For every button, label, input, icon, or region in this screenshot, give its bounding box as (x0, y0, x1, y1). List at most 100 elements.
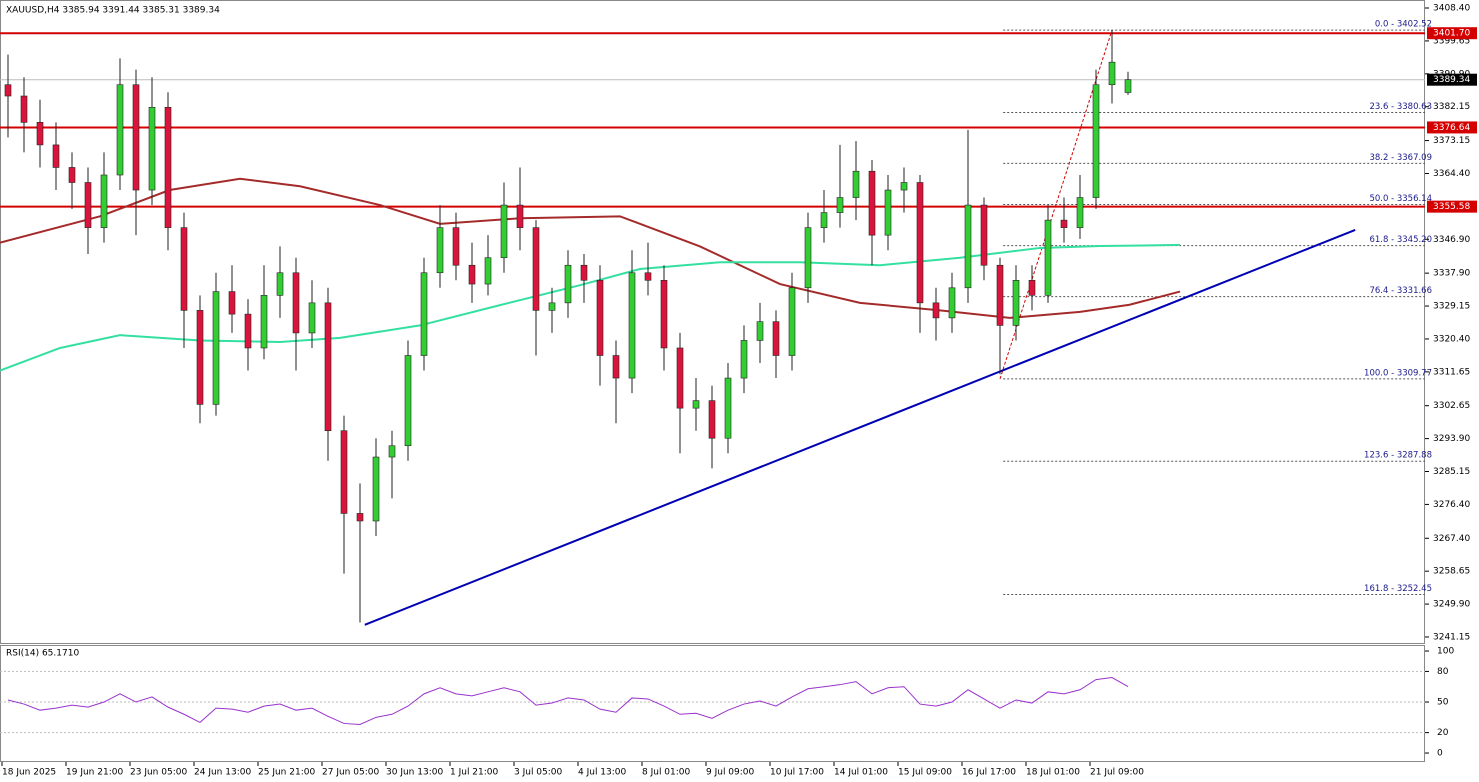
trendline (364, 228, 1356, 626)
candle-body (260, 295, 268, 349)
x-tick-label: 16 Jul 17:00 (962, 768, 1016, 778)
x-tick-label: 3 Jul 05:00 (514, 768, 563, 778)
candle-body (212, 291, 220, 405)
x-tick-label: 25 Jun 21:00 (258, 768, 315, 778)
candle-body (132, 84, 140, 191)
candle-body (644, 272, 652, 281)
x-tick-label: 9 Jul 09:00 (706, 768, 755, 778)
fib-label: 0.0 - 3402.52 (1375, 20, 1432, 30)
y-tick-label: 3373.15 (1433, 136, 1470, 146)
candle-body (372, 456, 380, 522)
candle-body (4, 84, 12, 97)
y-tick-label: 3337.90 (1433, 269, 1470, 279)
candle-body (180, 227, 188, 311)
candle-body (884, 189, 892, 236)
y-tick-label: 3320.40 (1433, 334, 1470, 344)
level-label: 3401.70 (1433, 29, 1470, 39)
candle-body (708, 400, 716, 439)
candle-body (820, 212, 828, 228)
candle-body (836, 197, 844, 213)
candle-body (36, 122, 44, 146)
x-tick-label: 23 Jun 05:00 (130, 768, 187, 778)
x-tick-label: 15 Jul 09:00 (898, 768, 952, 778)
fib-label: 100.0 - 3309.77 (1364, 368, 1432, 378)
y-tick-label: 3258.65 (1433, 567, 1470, 577)
rsi-tick-label: 20 (1437, 728, 1449, 738)
level-label: 3376.64 (1433, 123, 1470, 133)
candle-body (484, 257, 492, 285)
candle-body (916, 182, 924, 304)
candle-body (900, 182, 908, 191)
candle-body (20, 95, 28, 123)
candle-body (52, 144, 60, 168)
candle-body (772, 321, 780, 356)
candle-body (692, 400, 700, 409)
candle-body (852, 170, 860, 198)
candle-body (660, 279, 668, 349)
candle-body (84, 182, 92, 228)
candle-body (516, 204, 524, 228)
candle-body (964, 204, 972, 289)
x-tick-label: 8 Jul 01:00 (642, 768, 691, 778)
fib-label: 50.0 - 3356.14 (1369, 194, 1432, 204)
candle-body (324, 302, 332, 432)
candle-body (420, 272, 428, 356)
candle-body (1124, 79, 1132, 93)
candle-body (932, 302, 940, 319)
candle-body (276, 272, 284, 296)
y-tick-label: 3241.15 (1433, 632, 1470, 642)
y-tick-label: 3276.40 (1433, 500, 1470, 510)
candle-body (580, 264, 588, 281)
fib-label: 38.2 - 3367.09 (1369, 153, 1432, 163)
candle-body (548, 302, 556, 311)
candle-body (340, 430, 348, 514)
y-tick-label: 3382.15 (1433, 102, 1470, 112)
y-tick-label: 3249.90 (1433, 600, 1470, 610)
candle-body (1060, 219, 1068, 228)
candle-body (148, 106, 156, 191)
candle-body (308, 302, 316, 334)
fib-label: 161.8 - 3252.45 (1364, 584, 1432, 594)
x-tick-label: 1 Jul 21:00 (450, 768, 499, 778)
candle-body (164, 106, 172, 228)
candle-body (196, 310, 204, 405)
candle-body (596, 279, 604, 356)
candle-body (996, 264, 1004, 326)
candle-body (564, 264, 572, 304)
fib-label: 61.8 - 3345.20 (1369, 235, 1432, 245)
rsi-label: RSI(14) 65.1710 (6, 649, 79, 659)
candle-body (468, 264, 476, 285)
x-tick-label: 27 Jun 05:00 (322, 768, 379, 778)
candle-body (1092, 84, 1100, 198)
x-tick-label: 21 Jul 09:00 (1090, 768, 1144, 778)
y-tick-label: 3267.40 (1433, 534, 1470, 544)
candle-body (1044, 219, 1052, 296)
candle-body (804, 227, 812, 289)
candle-body (628, 272, 636, 379)
level-tag (1427, 27, 1477, 40)
level-tag (1427, 121, 1477, 134)
fib-label: 123.6 - 3287.88 (1364, 451, 1432, 461)
x-tick-label: 30 Jun 13:00 (386, 768, 443, 778)
candle-body (532, 227, 540, 311)
candle-body (1012, 279, 1020, 326)
candle-body (1108, 61, 1116, 86)
y-tick-label: 3408.40 (1433, 4, 1470, 14)
y-tick-label: 3399.65 (1433, 36, 1470, 46)
y-tick-label: 3346.90 (1433, 235, 1470, 245)
candle-body (740, 340, 748, 379)
y-tick-label: 3311.65 (1433, 367, 1470, 377)
candle-body (68, 167, 76, 183)
rsi-tick-label: 0 (1437, 749, 1443, 759)
x-tick-label: 4 Jul 13:00 (578, 768, 627, 778)
candle-body (1076, 197, 1084, 228)
level-label: 3355.58 (1433, 202, 1470, 212)
y-tick-label: 3293.90 (1433, 434, 1470, 444)
candle-body (116, 84, 124, 176)
rsi-tick-label: 100 (1437, 647, 1454, 657)
candle-body (404, 355, 412, 447)
y-tick-label: 3285.15 (1433, 467, 1470, 477)
candle-body (612, 355, 620, 379)
rsi-pane (0, 645, 1425, 762)
